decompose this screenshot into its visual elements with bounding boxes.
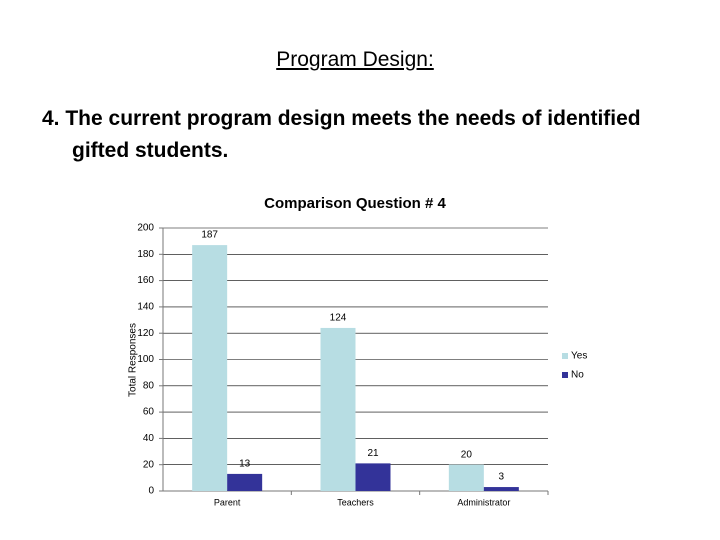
y-tick-label: 60 bbox=[143, 407, 155, 418]
y-tick-label: 160 bbox=[137, 275, 154, 286]
legend-label: Yes bbox=[571, 351, 587, 362]
legend-swatch bbox=[562, 353, 568, 359]
bar bbox=[192, 245, 228, 491]
y-tick-label: 100 bbox=[137, 354, 154, 365]
value-label: 124 bbox=[330, 313, 347, 324]
bar bbox=[483, 487, 519, 491]
value-label: 13 bbox=[239, 459, 251, 470]
question-text: 4. The current program design meets the … bbox=[42, 107, 641, 162]
bar bbox=[355, 463, 391, 491]
bar bbox=[320, 327, 356, 491]
x-tick-label: Parent bbox=[214, 497, 241, 507]
chart-title: Comparison Question # 4 bbox=[264, 195, 446, 212]
value-label: 3 bbox=[499, 472, 505, 483]
value-label: 187 bbox=[201, 230, 218, 241]
legend-swatch bbox=[562, 372, 568, 378]
y-tick-label: 20 bbox=[143, 459, 155, 470]
slide-title: Program Design: bbox=[276, 48, 434, 71]
y-tick-label: 180 bbox=[137, 249, 154, 260]
x-tick-label: Administrator bbox=[457, 497, 510, 507]
legend-label: No bbox=[571, 370, 584, 381]
bar bbox=[227, 473, 263, 491]
y-tick-label: 120 bbox=[137, 328, 154, 339]
value-label: 21 bbox=[367, 448, 379, 459]
y-tick-label: 140 bbox=[137, 302, 154, 313]
y-tick-label: 0 bbox=[148, 486, 154, 497]
y-tick-label: 80 bbox=[143, 380, 155, 391]
value-label: 20 bbox=[461, 449, 473, 460]
y-tick-label: 40 bbox=[143, 433, 155, 444]
y-tick-label: 200 bbox=[137, 223, 154, 234]
y-axis-label: Total Responses bbox=[128, 323, 139, 397]
x-tick-label: Teachers bbox=[337, 497, 374, 507]
bar bbox=[448, 464, 484, 491]
